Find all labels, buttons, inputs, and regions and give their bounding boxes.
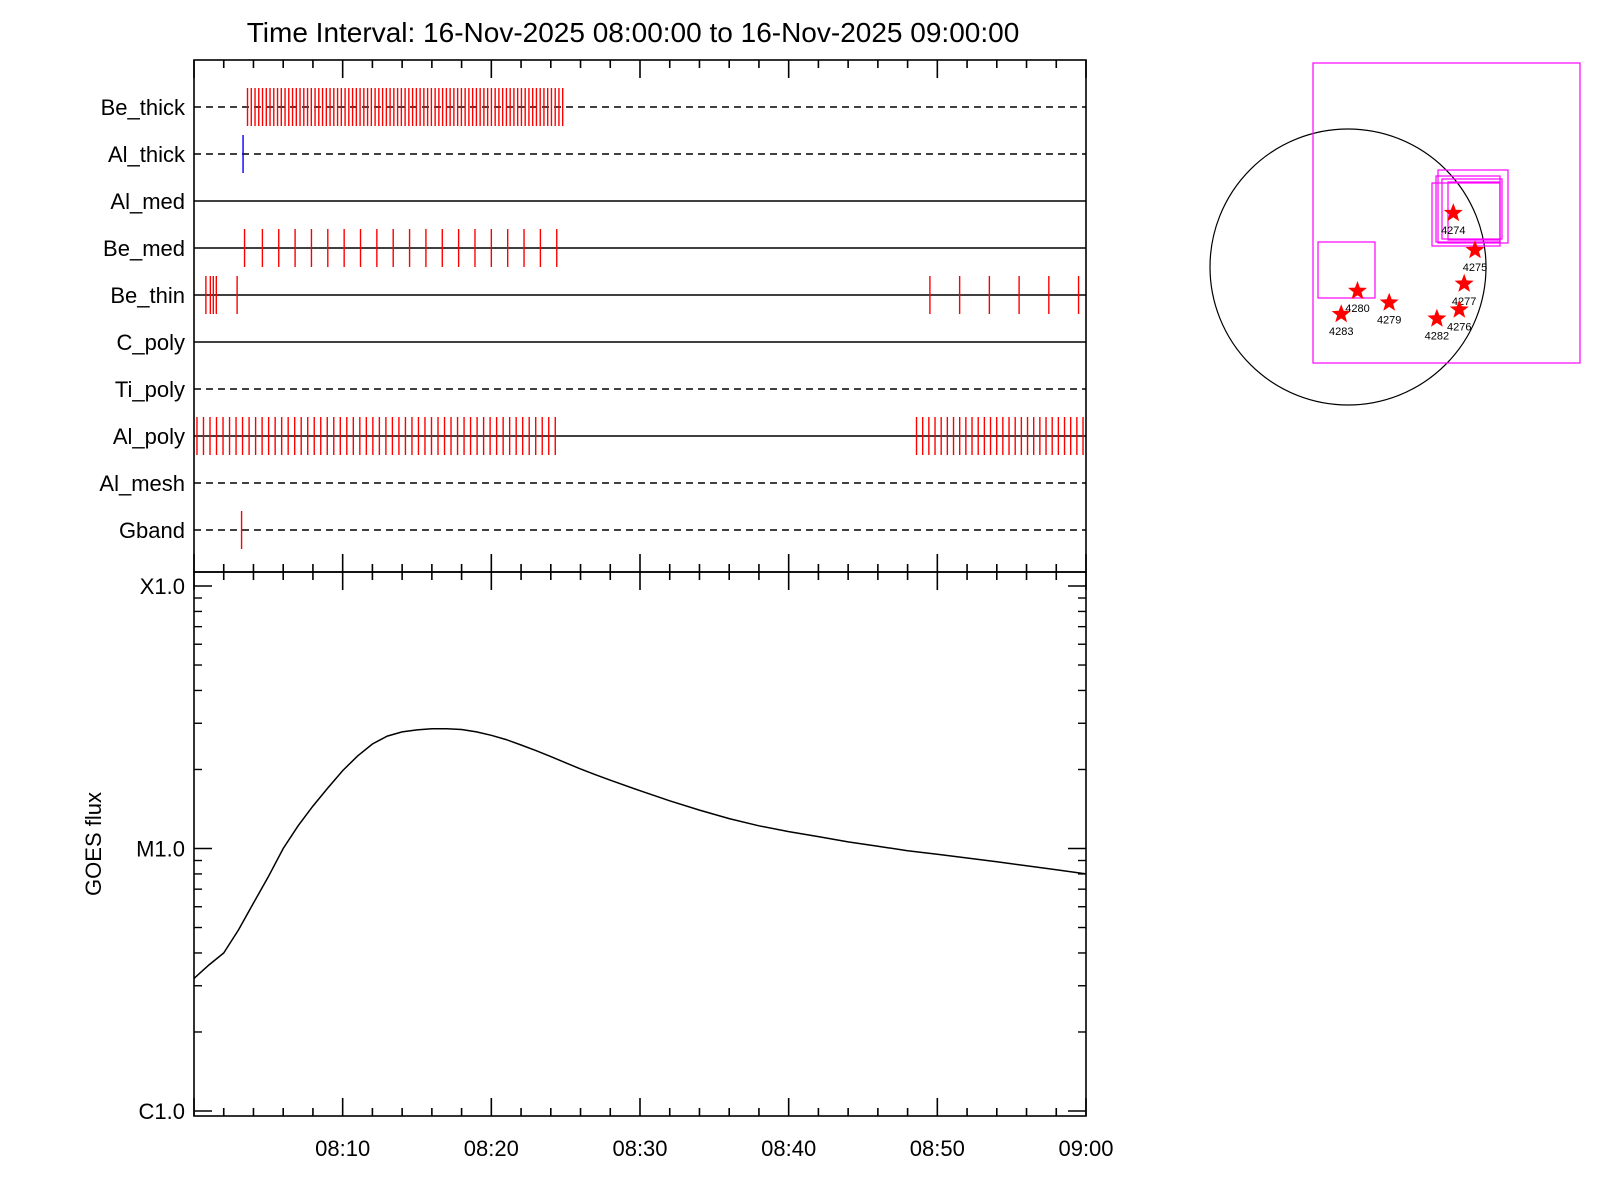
active-region-star: [1443, 203, 1463, 222]
x-tick-label: 09:00: [1058, 1136, 1113, 1161]
active-region-star: [1454, 273, 1474, 292]
active-region-label: 4279: [1377, 315, 1401, 327]
y-tick-label: M1.0: [136, 837, 185, 862]
x-tick-label: 08:40: [761, 1136, 816, 1161]
chart-title: Time Interval: 16-Nov-2025 08:00:00 to 1…: [247, 17, 1020, 48]
active-region-star: [1379, 292, 1399, 311]
row-label: Be_thick: [101, 95, 186, 120]
row-label: Ti_poly: [115, 377, 185, 402]
active-region-star: [1465, 240, 1485, 259]
goes-flux-curve: [193, 727, 1087, 979]
goes-frame: [193, 571, 1087, 1117]
timeline-frame: [193, 59, 1087, 573]
row-label: Be_thin: [110, 283, 185, 308]
y-axis-label: GOES flux: [81, 792, 106, 896]
x-tick-label: 08:30: [612, 1136, 667, 1161]
goes-flux-panel: GOES flux C1.0 M1.0 X1.0 08:10 08:20 08:30 08:…: [81, 571, 1114, 1161]
active-region-label: 4280: [1345, 303, 1369, 315]
active-region-star: [1449, 299, 1469, 318]
field-of-view-box: [1312, 62, 1581, 364]
row-label: Be_med: [103, 236, 185, 261]
row-label: C_poly: [117, 330, 185, 355]
image-box: [1435, 175, 1501, 243]
x-tick-label: 08:50: [910, 1136, 965, 1161]
solar-limb: [1209, 128, 1487, 406]
active-region-star: [1427, 308, 1447, 327]
image-box: [1437, 169, 1509, 244]
active-region-star: [1348, 281, 1367, 300]
image-box: [1441, 178, 1503, 240]
row-label: Al_thick: [108, 142, 186, 167]
row-label: Al_med: [110, 189, 185, 214]
y-tick-label: C1.0: [139, 1099, 185, 1124]
image-box: [1317, 241, 1376, 299]
y-tick-label: X1.0: [140, 574, 185, 599]
active-region-label: 4283: [1329, 326, 1353, 338]
row-label: Gband: [119, 518, 185, 543]
x-tick-label: 08:10: [315, 1136, 370, 1161]
active-region-label: 4274: [1441, 225, 1465, 237]
active-region-label: 4277: [1452, 296, 1476, 308]
active-region-label: 4275: [1463, 262, 1487, 274]
detector-timeline-panel: Be_thick Al_thick Al_med Be_med Be_thin C_pol…: [99, 59, 1087, 1116]
active-region-label: 4276: [1447, 322, 1471, 334]
active-region-star: [1331, 304, 1351, 323]
active-region-label: 4282: [1425, 331, 1449, 343]
x-tick-label: 08:20: [464, 1136, 519, 1161]
row-label: Al_mesh: [99, 471, 185, 496]
row-label: Al_poly: [113, 424, 185, 449]
